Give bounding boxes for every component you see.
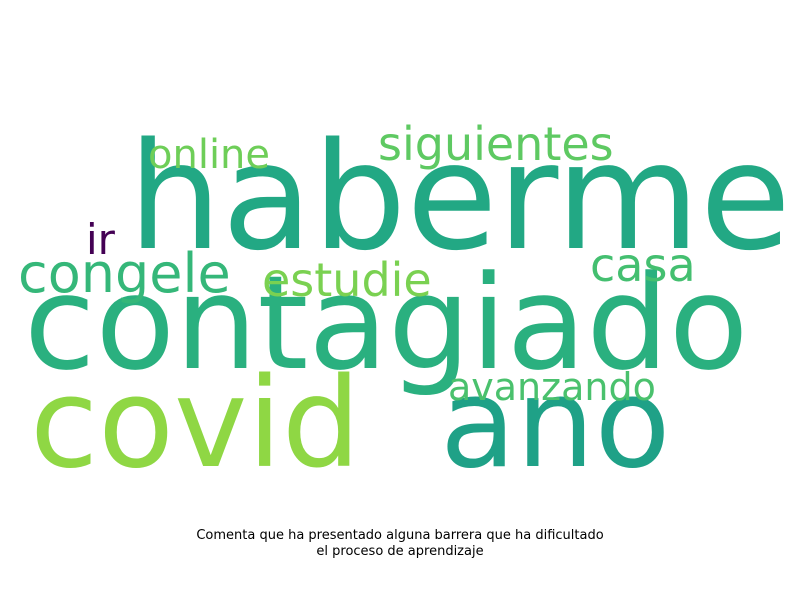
word-contagiado: contagiado <box>24 247 748 399</box>
word-estudie: estudie <box>262 253 432 307</box>
word-covid: covid <box>30 352 361 496</box>
word-congele: congele <box>18 242 231 305</box>
caption-line-1: Comenta que ha presentado alguna barrera… <box>196 528 604 543</box>
word-ir: ir <box>86 215 116 264</box>
word-siguientes: siguientes <box>378 117 614 171</box>
word-online: online <box>148 132 270 178</box>
word-haberme: haberme <box>128 111 791 283</box>
word-casa: casa <box>590 238 696 292</box>
caption-line-2: el proceso de aprendizaje <box>316 544 484 559</box>
word-ano: ano <box>440 352 670 496</box>
word-avanzando: avanzando <box>448 365 656 409</box>
chart-caption: Comenta que ha presentado alguna barrera… <box>0 528 800 560</box>
